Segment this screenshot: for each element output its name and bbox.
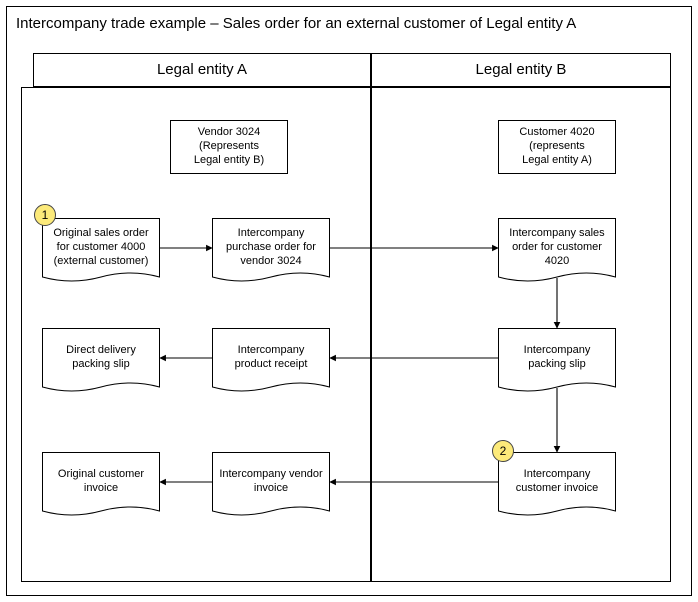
col-b-title-frame: Legal entity B bbox=[371, 53, 671, 87]
node-orig_so: Original sales order for customer 4000 (… bbox=[42, 218, 160, 286]
badge-2: 2 bbox=[492, 440, 514, 462]
node-vendor: Vendor 3024(RepresentsLegal entity B) bbox=[170, 120, 288, 174]
node-label: Intercompany product receipt bbox=[212, 334, 330, 382]
node-label: Intercompany vendor invoice bbox=[212, 458, 330, 506]
node-ic_po: Intercompany purchase order for vendor 3… bbox=[212, 218, 330, 286]
col-b-title: Legal entity B bbox=[372, 61, 670, 78]
diagram-stage: Intercompany trade example – Sales order… bbox=[0, 0, 698, 602]
node-label: Intercompany customer invoice bbox=[498, 458, 616, 506]
node-label: Intercompany sales order for customer 40… bbox=[498, 224, 616, 272]
diagram-title: Intercompany trade example – Sales order… bbox=[16, 14, 576, 34]
col-a-title-frame: Legal entity A bbox=[33, 53, 371, 87]
badge-1: 1 bbox=[34, 204, 56, 226]
node-label: Original customer invoice bbox=[42, 458, 160, 506]
node-label: Vendor 3024(RepresentsLegal entity B) bbox=[194, 126, 264, 167]
col-a-title: Legal entity A bbox=[34, 61, 370, 78]
node-ic_cinv: Intercompany customer invoice bbox=[498, 452, 616, 520]
node-dd_slip: Direct delivery packing slip bbox=[42, 328, 160, 396]
node-label: Intercompany purchase order for vendor 3… bbox=[212, 224, 330, 272]
node-label: Original sales order for customer 4000 (… bbox=[42, 224, 160, 272]
node-label: Intercompany packing slip bbox=[498, 334, 616, 382]
node-customer: Customer 4020(representsLegal entity A) bbox=[498, 120, 616, 174]
node-ic_vinv: Intercompany vendor invoice bbox=[212, 452, 330, 520]
node-ic_pr: Intercompany product receipt bbox=[212, 328, 330, 396]
node-ic_so: Intercompany sales order for customer 40… bbox=[498, 218, 616, 286]
node-label: Customer 4020(representsLegal entity A) bbox=[519, 126, 594, 167]
node-label: Direct delivery packing slip bbox=[42, 334, 160, 382]
node-ic_ps: Intercompany packing slip bbox=[498, 328, 616, 396]
node-orig_inv: Original customer invoice bbox=[42, 452, 160, 520]
